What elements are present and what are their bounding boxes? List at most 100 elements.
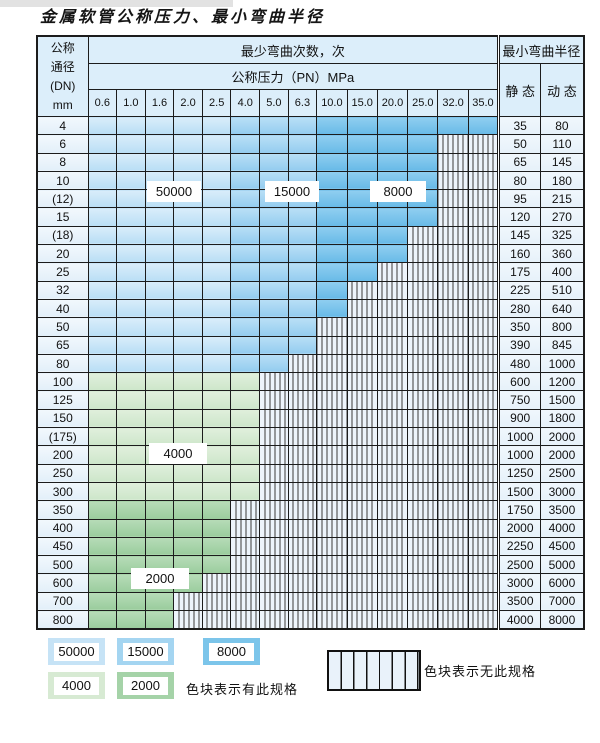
spec-cell-available xyxy=(116,463,146,483)
spec-cell-available xyxy=(144,390,175,410)
header-pn-value: 6.3 xyxy=(287,89,318,117)
header-static: 静 态 xyxy=(497,63,542,117)
header-pn-value: 35.0 xyxy=(467,89,500,117)
spec-cell-available xyxy=(173,244,203,264)
dynamic-radius-cell: 215 xyxy=(540,189,585,209)
spec-cell-available xyxy=(201,335,232,355)
spec-cell-available xyxy=(173,372,203,392)
spec-cell-available xyxy=(144,152,175,172)
header-dn-line: 公称 xyxy=(50,40,75,55)
table-row-dn-200: 200 1000 2000 xyxy=(36,445,585,465)
spec-cell-available xyxy=(230,408,261,429)
header-pressure: 公称压力（PN）MPa xyxy=(87,63,500,90)
spec-cell-available xyxy=(116,353,146,374)
spec-cell-unavailable xyxy=(407,317,439,337)
spec-cell-available xyxy=(407,115,439,136)
spec-cell-available xyxy=(230,207,261,227)
spec-cell-unavailable xyxy=(316,518,348,538)
spec-cell-unavailable xyxy=(437,170,469,191)
header-pn-value: 2.0 xyxy=(173,89,203,117)
spec-cell-available xyxy=(87,500,118,520)
spec-cell-available xyxy=(407,152,439,172)
spec-cell-available xyxy=(230,262,261,282)
spec-cell-available xyxy=(201,317,232,337)
spec-cell-unavailable xyxy=(437,610,469,630)
spec-cell-available xyxy=(87,134,118,154)
spec-cell-available xyxy=(87,244,118,264)
static-radius-cell: 3500 xyxy=(497,591,542,612)
spec-cell-unavailable xyxy=(437,555,469,575)
spec-cell-unavailable xyxy=(407,335,439,355)
spec-cell-available xyxy=(230,390,261,410)
spec-cell-unavailable xyxy=(376,427,409,447)
spec-cell-available xyxy=(230,225,261,246)
spec-cell-unavailable xyxy=(437,481,469,502)
header-pn-value: 1.0 xyxy=(116,89,146,117)
static-radius-cell: 280 xyxy=(497,298,542,319)
spec-cell-unavailable xyxy=(376,262,409,282)
spec-cell-available xyxy=(173,317,203,337)
spec-cell-available xyxy=(87,372,118,392)
spec-cell-available xyxy=(287,152,318,172)
spec-cell-unavailable xyxy=(259,463,289,483)
spec-cell-available xyxy=(173,427,203,447)
spec-cell-available xyxy=(144,244,175,264)
spec-cell-unavailable xyxy=(376,317,409,337)
spec-cell-available xyxy=(87,152,118,172)
spec-cell-available xyxy=(230,445,261,465)
spec-cell-available xyxy=(201,353,232,374)
spec-cell-unavailable xyxy=(316,427,348,447)
spec-cell-unavailable xyxy=(346,591,378,612)
dynamic-radius-cell: 800 xyxy=(540,317,585,337)
header-dynamic: 动 态 xyxy=(540,63,585,117)
overlay-label-4000: 4000 xyxy=(149,443,207,464)
spec-cell-unavailable xyxy=(437,298,469,319)
spec-cell-unavailable xyxy=(346,372,378,392)
spec-cell-unavailable xyxy=(437,152,469,172)
spec-cell-available xyxy=(201,189,232,209)
spec-cell-available xyxy=(287,244,318,264)
table-row-dn-100: 100 600 1200 xyxy=(36,372,585,392)
spec-cell-unavailable xyxy=(316,573,348,593)
spec-cell-available xyxy=(201,500,232,520)
spec-cell-available xyxy=(116,610,146,630)
spec-cell-unavailable xyxy=(316,372,348,392)
spec-cell-available xyxy=(230,134,261,154)
spec-cell-available xyxy=(201,207,232,227)
table-row-dn-125: 125 750 1500 xyxy=(36,390,585,410)
spec-cell-unavailable xyxy=(376,372,409,392)
spec-cell-unavailable xyxy=(287,536,318,557)
spec-cell-available xyxy=(316,244,348,264)
legend-no-spec-text: 色块表示无此规格 xyxy=(424,664,537,679)
spec-cell-unavailable xyxy=(467,518,500,538)
table-row-dn-700: 700 3500 7000 xyxy=(36,591,585,612)
header-dn: 公称 通径 (DN) mm xyxy=(36,35,89,117)
spec-cell-unavailable xyxy=(173,591,203,612)
overlay-label-50000: 50000 xyxy=(147,181,201,202)
dynamic-radius-cell: 3000 xyxy=(540,481,585,502)
spec-cell-unavailable xyxy=(467,445,500,465)
spec-cell-unavailable xyxy=(376,335,409,355)
spec-cell-unavailable xyxy=(407,280,439,300)
spec-cell-unavailable xyxy=(230,610,261,630)
dn-cell: 6 xyxy=(36,134,89,154)
page-title: 金属软管公称压力、最小弯曲半径 xyxy=(40,9,326,26)
spec-cell-available xyxy=(201,134,232,154)
spec-cell-available xyxy=(201,152,232,172)
spec-cell-available xyxy=(230,152,261,172)
overlay-label-15000: 15000 xyxy=(265,181,319,202)
overlay-label-8000: 8000 xyxy=(370,181,426,202)
spec-cell-available xyxy=(144,481,175,502)
spec-cell-available xyxy=(173,134,203,154)
dynamic-radius-cell: 1200 xyxy=(540,372,585,392)
spec-cell-unavailable xyxy=(467,372,500,392)
spec-cell-unavailable xyxy=(437,390,469,410)
spec-cell-unavailable xyxy=(287,518,318,538)
spec-cell-available xyxy=(144,207,175,227)
spec-cell-available xyxy=(173,152,203,172)
spec-cell-available xyxy=(87,427,118,447)
spec-cell-available xyxy=(201,518,232,538)
header-row-pressure-values: 0.6 1.0 1.6 2.0 2.5 4.0 5.0 6.3 10.0 15.0 20.0 25.0… xyxy=(37,89,584,117)
table-row-dn-500: 500 2500 5000 xyxy=(36,555,585,575)
